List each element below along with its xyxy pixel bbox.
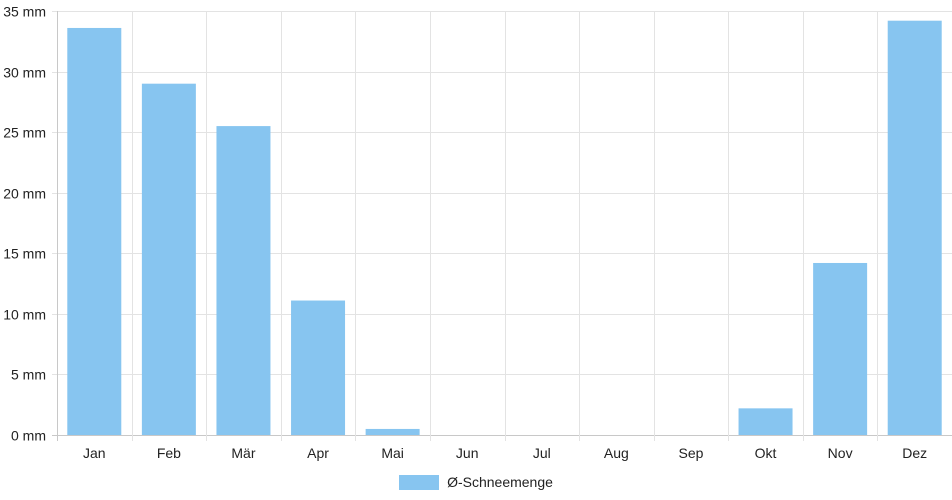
y-tick-label: 15 mm	[3, 246, 46, 262]
legend-swatch	[399, 474, 440, 490]
bar-apr[interactable]	[291, 300, 346, 435]
legend-label: Ø-Schneemenge	[447, 474, 553, 490]
x-tick-label: Sep	[678, 445, 703, 461]
y-tick-label: 35 mm	[3, 4, 46, 20]
bar-okt[interactable]	[738, 408, 793, 435]
bar-dez[interactable]	[887, 20, 942, 435]
x-tick-label: Nov	[828, 445, 853, 461]
bar-mär[interactable]	[216, 126, 271, 435]
y-tick-label: 20 mm	[3, 186, 46, 202]
y-tick-label: 10 mm	[3, 307, 46, 323]
x-tick-label: Mai	[381, 445, 404, 461]
y-tick-label: 25 mm	[3, 125, 46, 141]
bar-feb[interactable]	[141, 83, 196, 435]
x-tick-label: Jul	[533, 445, 551, 461]
bar-nov[interactable]	[813, 262, 868, 435]
x-tick-label: Mär	[231, 445, 255, 461]
x-tick-label: Jun	[456, 445, 479, 461]
legend[interactable]: Ø-Schneemenge	[0, 471, 952, 493]
bar-jan[interactable]	[67, 27, 122, 436]
x-tick-label: Okt	[755, 445, 777, 461]
x-tick-label: Apr	[307, 445, 329, 461]
y-tick-label: 5 mm	[11, 367, 46, 383]
y-tick-label: 0 mm	[11, 428, 46, 444]
x-tick-label: Aug	[604, 445, 629, 461]
x-tick-label: Feb	[157, 445, 181, 461]
y-tick-label: 30 mm	[3, 65, 46, 81]
x-tick-label: Jan	[83, 445, 106, 461]
x-tick-label: Dez	[902, 445, 927, 461]
bar-mai[interactable]	[365, 428, 420, 435]
chart-plot: 0 mm 5 mm 10 mm 15 mm 20 mm 25 mm 30 mm 35 mm Ja…	[3, 4, 952, 461]
